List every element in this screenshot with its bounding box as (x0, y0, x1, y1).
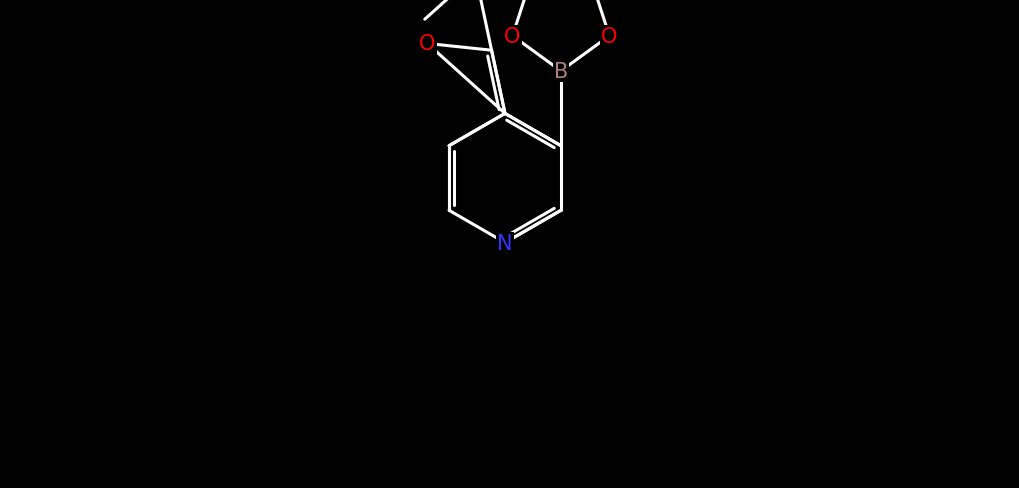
Text: O: O (600, 27, 616, 47)
Text: O: O (503, 27, 521, 47)
Text: N: N (497, 233, 513, 253)
Text: B: B (553, 62, 568, 81)
Text: O: O (419, 34, 435, 54)
